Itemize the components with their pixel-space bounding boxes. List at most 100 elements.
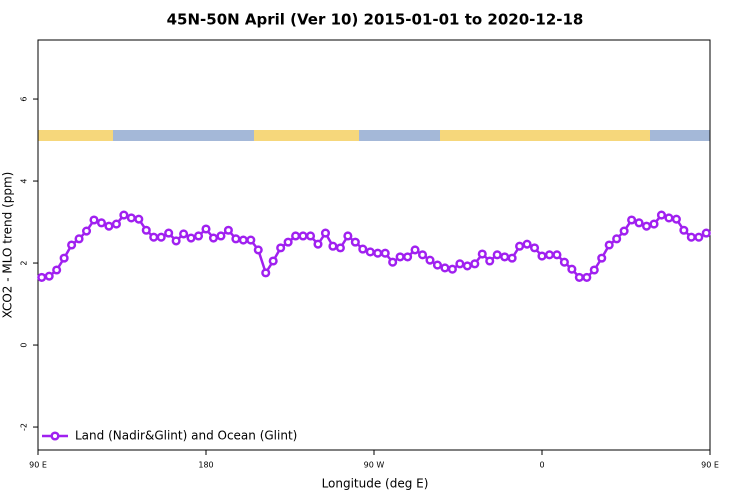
x-tick-label: 180 xyxy=(198,461,213,470)
point xyxy=(223,225,233,235)
point xyxy=(410,245,420,255)
point xyxy=(52,265,62,275)
point xyxy=(253,245,263,255)
point xyxy=(313,239,323,249)
land-band xyxy=(38,130,113,141)
point xyxy=(186,233,196,243)
point xyxy=(447,264,457,274)
point xyxy=(425,255,435,265)
point xyxy=(522,239,532,249)
point xyxy=(373,248,383,258)
point xyxy=(440,263,450,273)
point xyxy=(574,272,584,282)
point xyxy=(388,257,398,267)
point xyxy=(305,231,316,241)
point xyxy=(507,253,517,263)
point xyxy=(216,231,226,241)
point xyxy=(664,213,674,223)
point xyxy=(656,210,667,220)
ocean-band xyxy=(650,130,710,141)
ocean-band xyxy=(359,130,440,141)
point xyxy=(44,271,54,281)
point xyxy=(96,218,107,228)
point xyxy=(208,233,219,243)
land-band xyxy=(440,130,650,141)
point xyxy=(283,237,293,247)
point xyxy=(164,228,174,238)
point xyxy=(179,229,189,239)
point xyxy=(492,250,502,260)
point xyxy=(559,257,569,267)
point xyxy=(395,252,405,262)
point xyxy=(619,226,629,236)
x-tick-label: 90 E xyxy=(701,461,719,470)
point xyxy=(686,232,696,242)
point xyxy=(231,234,241,244)
legend-label: Land (Nadir&Glint) and Ocean (Glint) xyxy=(75,429,297,443)
point xyxy=(350,237,360,247)
point xyxy=(246,235,256,245)
ocean-band xyxy=(113,130,254,141)
y-tick-label: 0 xyxy=(20,342,29,347)
point xyxy=(589,265,599,275)
point xyxy=(89,215,99,225)
point xyxy=(604,240,614,250)
point xyxy=(500,252,510,262)
point xyxy=(67,240,77,250)
x-tick-label: 90 W xyxy=(364,461,385,470)
point xyxy=(515,241,525,251)
point xyxy=(552,250,562,260)
point xyxy=(276,243,286,253)
point xyxy=(141,225,151,235)
point xyxy=(417,250,428,260)
point xyxy=(291,231,301,241)
point xyxy=(134,214,144,224)
point xyxy=(238,235,248,245)
point xyxy=(104,221,114,231)
point xyxy=(37,272,47,282)
point xyxy=(358,244,368,254)
point xyxy=(462,261,472,271)
land-band xyxy=(254,130,359,141)
point xyxy=(268,256,278,266)
point xyxy=(81,226,92,236)
point xyxy=(537,251,547,261)
point xyxy=(597,253,607,263)
point xyxy=(365,247,375,257)
legend-item: Land (Nadir&Glint) and Ocean (Glint) xyxy=(42,429,297,443)
y-axis-label: XCO2 - MLO trend (ppm) xyxy=(1,172,15,319)
point xyxy=(455,259,465,269)
y-tick-label: 6 xyxy=(20,96,29,101)
y-tick-label: 2 xyxy=(20,260,29,265)
point xyxy=(649,219,659,229)
point xyxy=(627,215,637,225)
point xyxy=(634,218,644,228)
chart-title: 45N-50N April (Ver 10) 2015-01-01 to 202… xyxy=(167,11,584,29)
point xyxy=(119,210,129,220)
point xyxy=(403,252,413,262)
point xyxy=(612,234,622,244)
point xyxy=(149,232,159,242)
point xyxy=(582,272,592,282)
point xyxy=(529,243,540,253)
x-tick-label: 90 E xyxy=(29,461,47,470)
x-axis-label: Longitude (deg E) xyxy=(322,477,429,491)
point xyxy=(59,253,69,263)
point xyxy=(694,232,704,242)
point xyxy=(477,249,487,259)
point xyxy=(126,213,136,223)
point xyxy=(261,268,271,278)
point xyxy=(701,228,711,238)
point xyxy=(156,232,166,242)
point xyxy=(432,260,443,270)
x-tick-label: 0 xyxy=(539,461,544,470)
point xyxy=(641,221,652,231)
point xyxy=(171,236,181,246)
point xyxy=(335,243,345,253)
point xyxy=(470,259,480,269)
land-ocean-strip xyxy=(38,130,710,141)
point xyxy=(111,219,121,229)
point xyxy=(380,248,390,258)
point xyxy=(201,224,211,234)
